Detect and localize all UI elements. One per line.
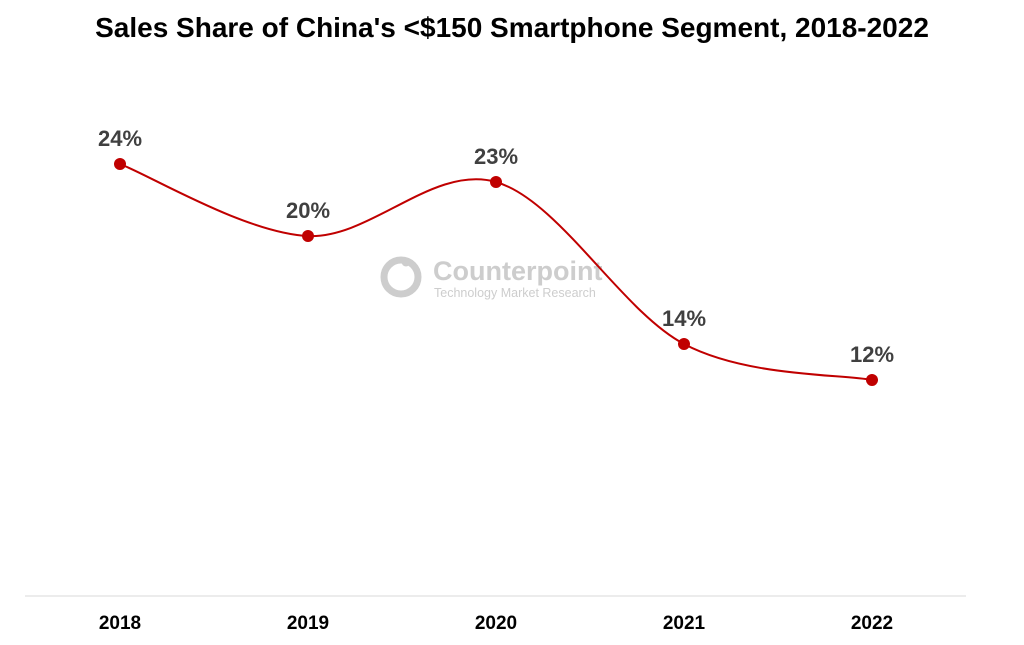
data-point-2019 [302,230,314,242]
x-tick-label-2020: 2020 [475,613,517,634]
watermark-name: Counterpoint [433,256,602,286]
x-tick-label-2021: 2021 [663,613,706,634]
data-label-2019: 20% [286,198,330,223]
watermark-tagline: Technology Market Research [434,286,596,300]
x-tick-label-2022: 2022 [851,613,893,634]
data-point-2021 [678,338,690,350]
data-label-2020: 23% [474,144,518,169]
data-point-2022 [866,374,878,386]
x-tick-label-2019: 2019 [287,613,329,634]
x-tick-label-2018: 2018 [99,613,141,634]
data-point-2020 [490,176,502,188]
counterpoint-logo-icon [380,256,422,298]
data-label-2022: 12% [850,342,894,367]
data-label-2018: 24% [98,126,142,151]
data-point-2018 [114,158,126,170]
data-label-2021: 14% [662,306,706,331]
chart-title: Sales Share of China's <$150 Smartphone … [95,12,929,43]
counterpoint-watermark: Counterpoint Technology Market Research [380,256,602,300]
